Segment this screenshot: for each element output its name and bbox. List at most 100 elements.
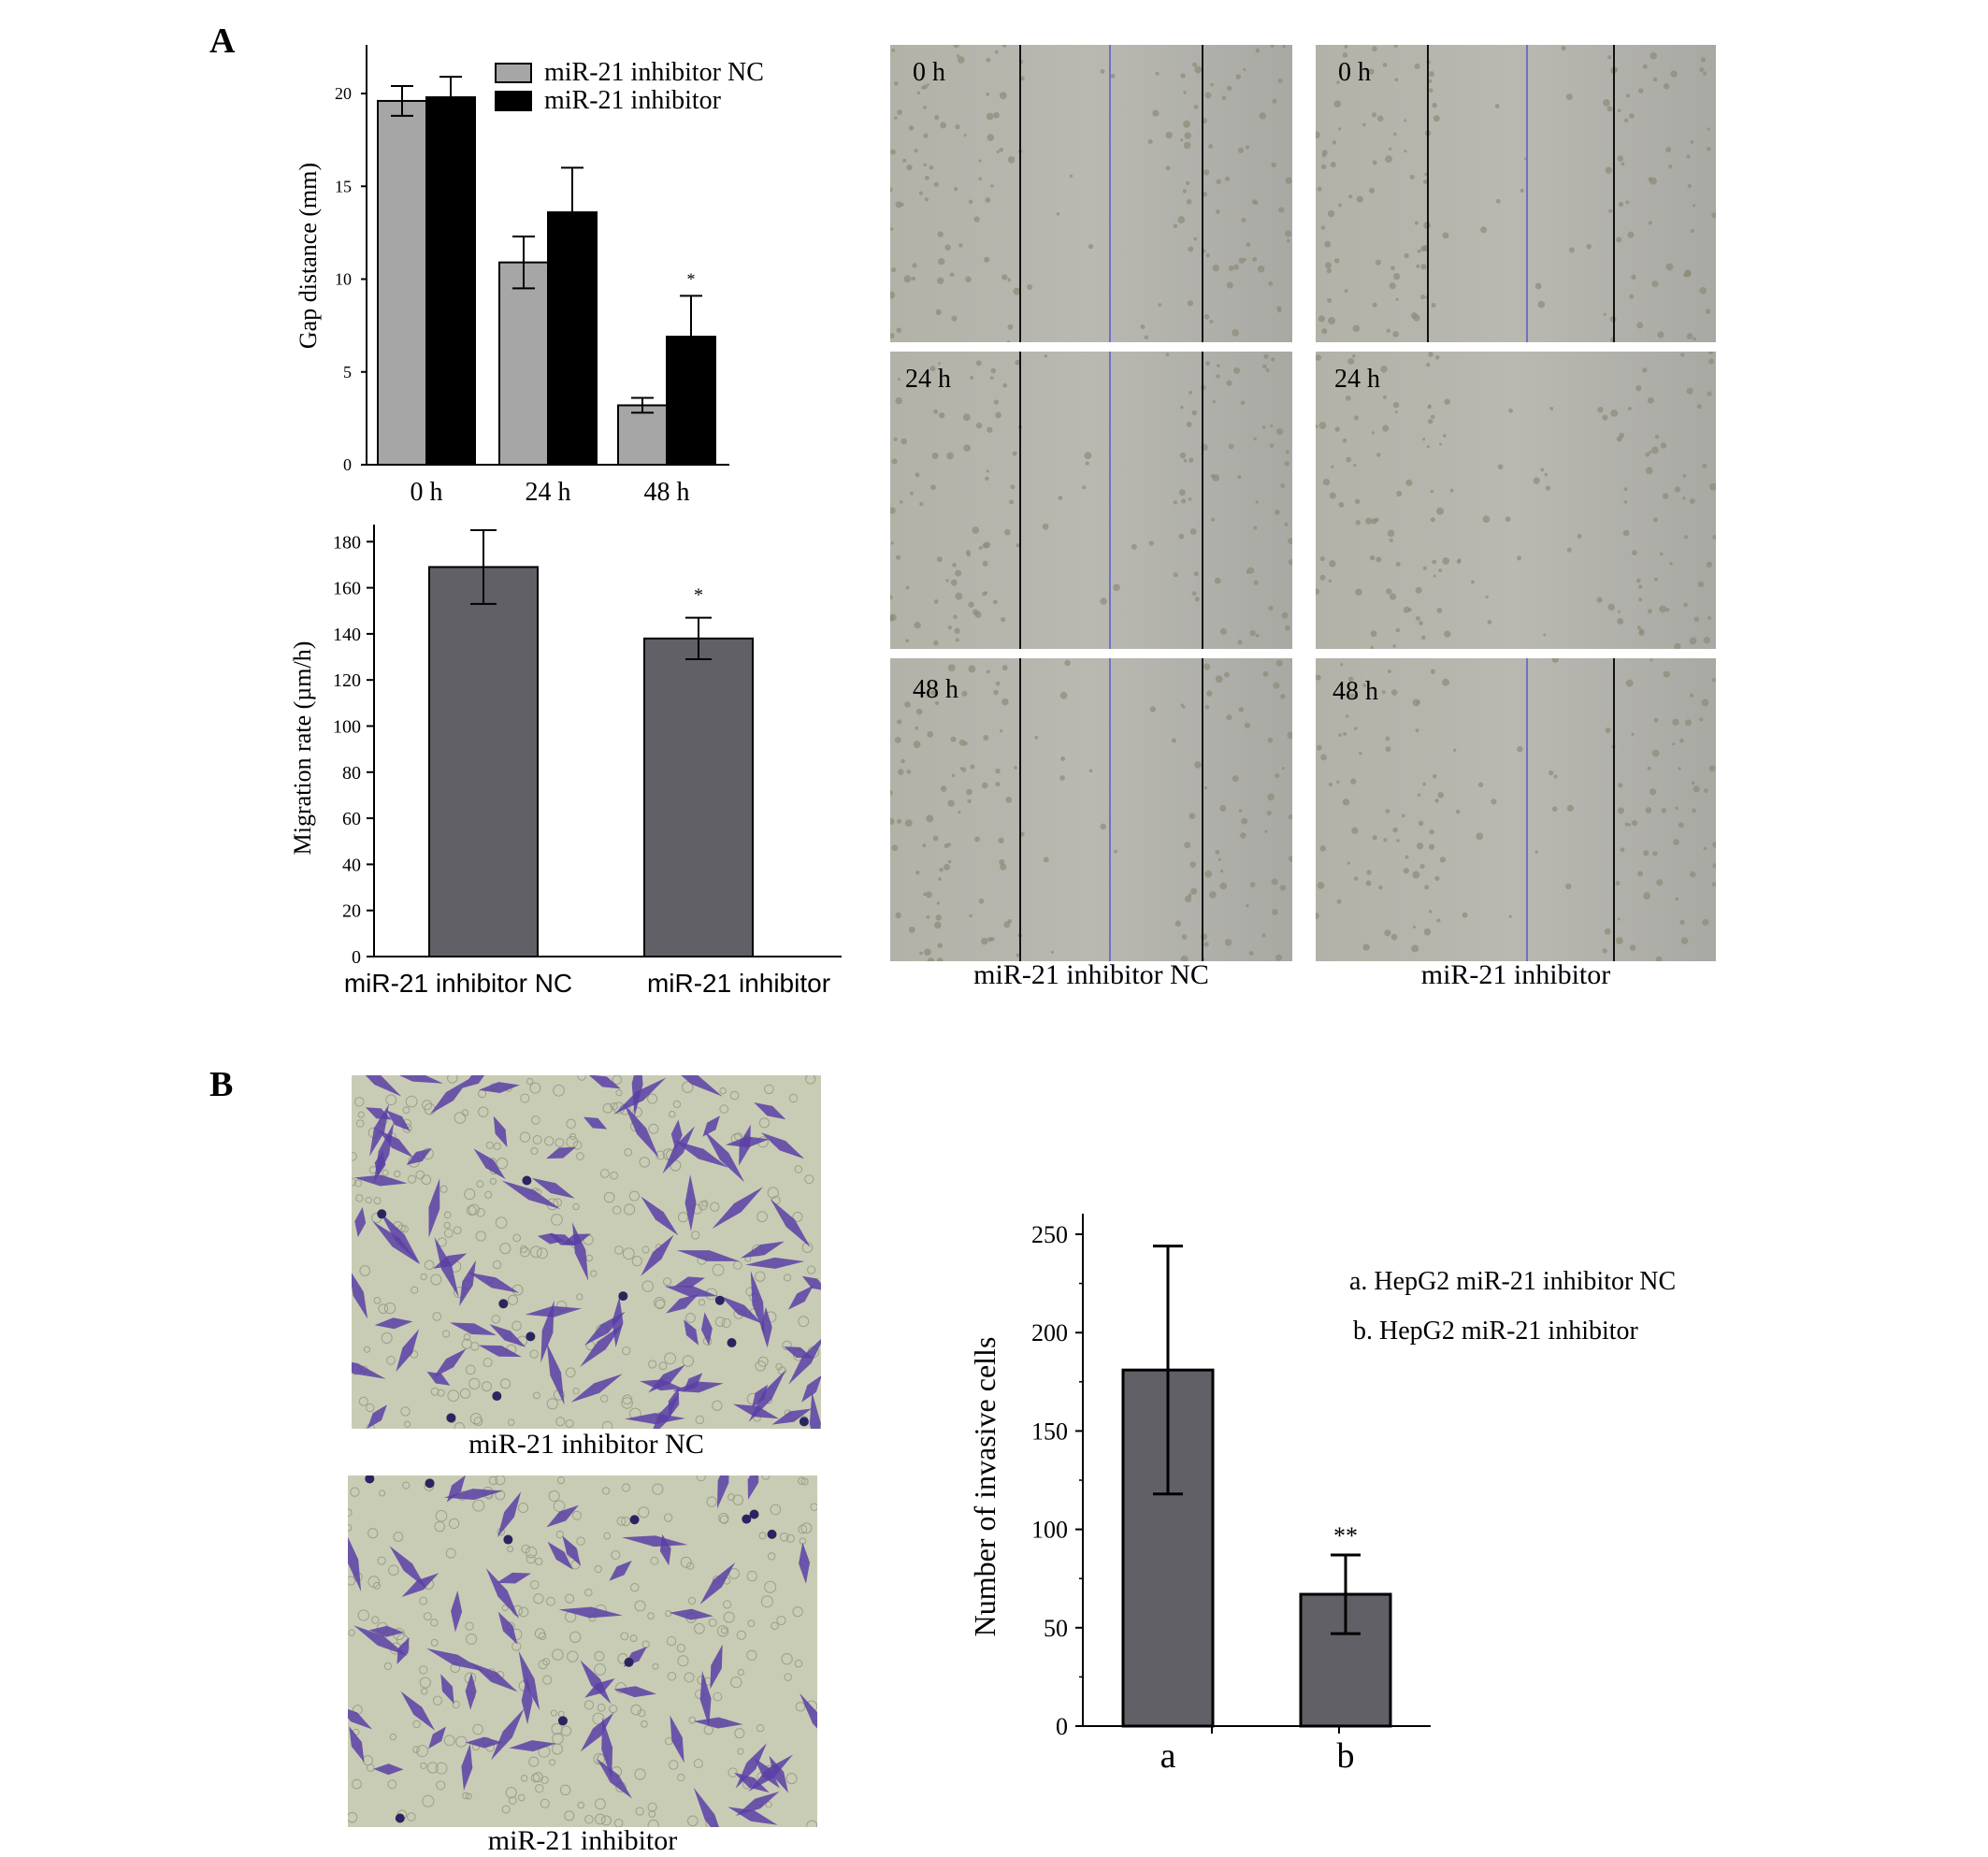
cell-dot xyxy=(1689,497,1695,505)
cell-dot xyxy=(937,943,944,949)
background-cell xyxy=(352,1151,357,1161)
cell-dot xyxy=(1016,543,1020,548)
cell-dot xyxy=(1210,82,1214,87)
cell-dot xyxy=(890,227,894,231)
stained-cell xyxy=(509,1740,556,1752)
cell-dot xyxy=(1654,434,1660,439)
y-tick-label: 50 xyxy=(1044,1615,1068,1642)
cell-dot xyxy=(973,216,980,223)
stained-cell xyxy=(446,1476,466,1503)
cell-dot xyxy=(1320,225,1326,230)
cell-dot xyxy=(1645,467,1653,475)
cell-dot xyxy=(1412,698,1420,707)
stained-cell xyxy=(702,1116,721,1137)
stained-cell xyxy=(497,1611,518,1645)
cell-dot xyxy=(1629,294,1635,299)
cell-dot xyxy=(1597,406,1604,413)
cell-dot xyxy=(1638,584,1643,589)
y-tick-label: 20 xyxy=(342,901,361,922)
background-cell xyxy=(546,1596,555,1606)
stained-cell xyxy=(770,1199,811,1248)
cell-dot xyxy=(1534,850,1538,854)
background-cell xyxy=(647,1819,659,1827)
cell-dot xyxy=(938,411,945,419)
background-cell xyxy=(465,1621,474,1631)
cell-dot xyxy=(1649,658,1653,662)
cell-dot xyxy=(1219,869,1224,873)
cell-dot xyxy=(1014,766,1017,770)
cell-dot xyxy=(1272,909,1278,915)
cell-dot xyxy=(1001,616,1006,623)
cell-dot xyxy=(1680,353,1685,357)
stained-cell xyxy=(386,1110,411,1131)
cell-dot xyxy=(890,790,893,796)
background-cell xyxy=(727,1493,736,1502)
background-cell xyxy=(560,1725,572,1736)
cell-dot xyxy=(1649,51,1658,60)
cell-dot xyxy=(1392,827,1398,833)
background-cell xyxy=(546,1398,558,1410)
background-cell xyxy=(712,1263,725,1276)
stained-cell xyxy=(748,1754,794,1792)
background-cell xyxy=(572,1202,580,1211)
background-cell xyxy=(719,1104,729,1114)
cell-dot xyxy=(1436,607,1443,613)
cell-dot xyxy=(1245,145,1250,150)
cell-dot xyxy=(1434,799,1439,803)
stained-cell xyxy=(801,1275,821,1290)
stained-cell xyxy=(625,1413,685,1425)
cell-dot xyxy=(1181,934,1188,940)
cell-dot xyxy=(1336,899,1342,904)
background-cell xyxy=(472,1723,483,1735)
cell-dot xyxy=(1623,500,1628,504)
background-cell xyxy=(764,1084,774,1095)
cell-dot xyxy=(897,719,902,725)
stained-cell xyxy=(428,1726,446,1749)
cell-dot xyxy=(954,187,958,192)
cell-dot xyxy=(1392,401,1400,409)
panel-label-b: B xyxy=(209,1065,234,1104)
cell-dot xyxy=(1330,161,1336,168)
cell-dot xyxy=(926,814,934,823)
cell-dot xyxy=(902,158,907,163)
cell-dot xyxy=(1674,642,1681,649)
cell-dot xyxy=(1449,488,1454,493)
cell-dot xyxy=(903,275,912,283)
cell-dot xyxy=(1655,956,1663,961)
background-cell xyxy=(379,1490,386,1497)
cell-dot xyxy=(922,843,927,848)
cell-dot xyxy=(987,426,993,433)
cell-dot xyxy=(1637,871,1644,877)
cell-dot xyxy=(1271,357,1275,362)
cell-dot xyxy=(1417,793,1421,797)
cell-dot xyxy=(1395,561,1401,567)
cell-dot xyxy=(1648,221,1653,225)
cell-dot xyxy=(963,741,968,746)
cell-dot xyxy=(1253,580,1259,585)
cell-dot xyxy=(1100,823,1106,830)
background-cell xyxy=(469,1413,483,1425)
cell-dot xyxy=(1016,953,1020,957)
cell-dot xyxy=(1327,297,1333,303)
cell-dot xyxy=(1712,863,1716,869)
cell-dot xyxy=(1284,625,1290,631)
cell-dot xyxy=(1278,207,1285,213)
background-cell xyxy=(663,1513,673,1522)
cell-dot xyxy=(1289,856,1292,862)
cell-dot xyxy=(1551,806,1558,812)
background-cell xyxy=(478,1089,487,1099)
cell-dot xyxy=(1267,737,1274,743)
cell-dot xyxy=(1191,410,1198,416)
cell-dot xyxy=(944,843,949,849)
background-cell xyxy=(533,1593,544,1605)
invasion-image-nc xyxy=(352,1075,821,1429)
cell-dot xyxy=(893,437,898,441)
cell-dot xyxy=(1707,391,1712,396)
cell-dot xyxy=(1429,828,1434,835)
background-cell xyxy=(551,1214,563,1226)
cell-dot xyxy=(966,788,972,796)
cell-dot xyxy=(1316,588,1320,596)
cell-dot xyxy=(1618,783,1623,788)
cell-dot xyxy=(1203,314,1210,320)
background-cell xyxy=(577,1801,585,1809)
